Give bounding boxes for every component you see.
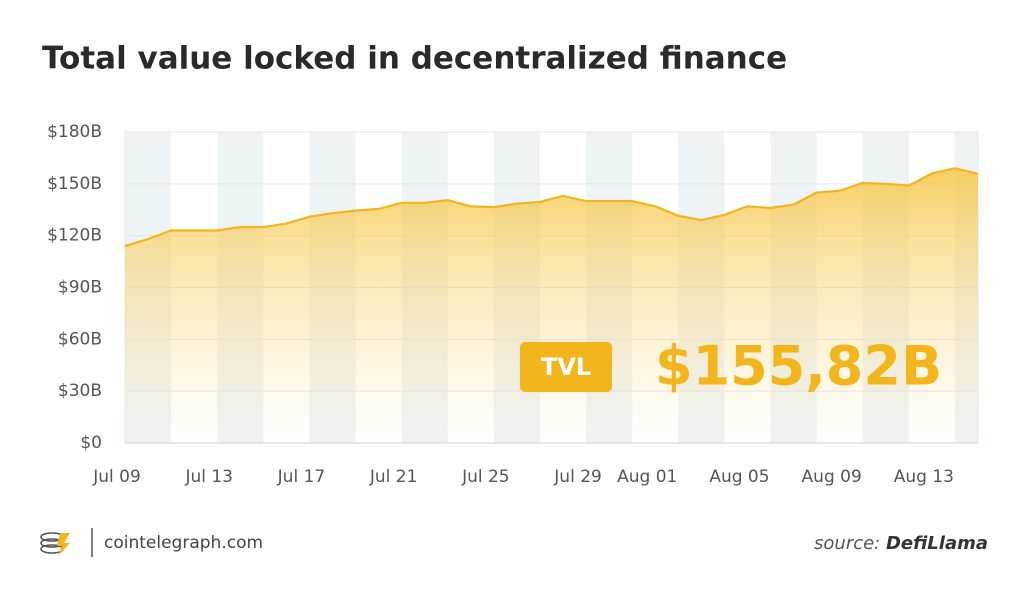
site-name: cointelegraph.com [104,533,263,553]
source-name: DefiLlama [886,533,988,554]
chart-title: Total value locked in decentralized fina… [42,41,787,77]
x-tick-label: Aug 09 [802,467,862,487]
x-tick-label: Jul 21 [369,467,418,487]
source: source: DefiLlama [814,533,988,554]
line [124,167,979,248]
y-tick-label: $0 [80,433,102,453]
y-tick-label: $60B [58,329,102,349]
badge-label: TVL [541,353,591,381]
source-prefix: source: [814,533,880,554]
y-tick-label: $180B [47,122,102,142]
x-tick-label: Jul 09 [92,467,141,487]
badge [520,342,612,392]
logo [40,532,70,556]
area [125,168,978,444]
y-tick-label: $120B [47,226,102,246]
x-tick-label: Aug 05 [709,467,769,487]
x-tick-label: Jul 29 [553,467,602,487]
tvl-value: $155,82B [655,335,942,398]
x-tick-label: Aug 13 [894,467,954,487]
x-tick-label: Aug 01 [617,467,677,487]
plot: $0 $30B $60B $90B $120B $150B $180B Jul 09 Jul 1… [47,122,979,487]
x-tick-label: Jul 13 [184,467,233,487]
y-tick-label: $30B [58,381,102,401]
y-tick-label: $150B [47,174,102,194]
x-tick-label: Jul 25 [461,467,510,487]
x-tick-label: Jul 17 [277,467,326,487]
y-tick-label: $90B [58,278,102,298]
